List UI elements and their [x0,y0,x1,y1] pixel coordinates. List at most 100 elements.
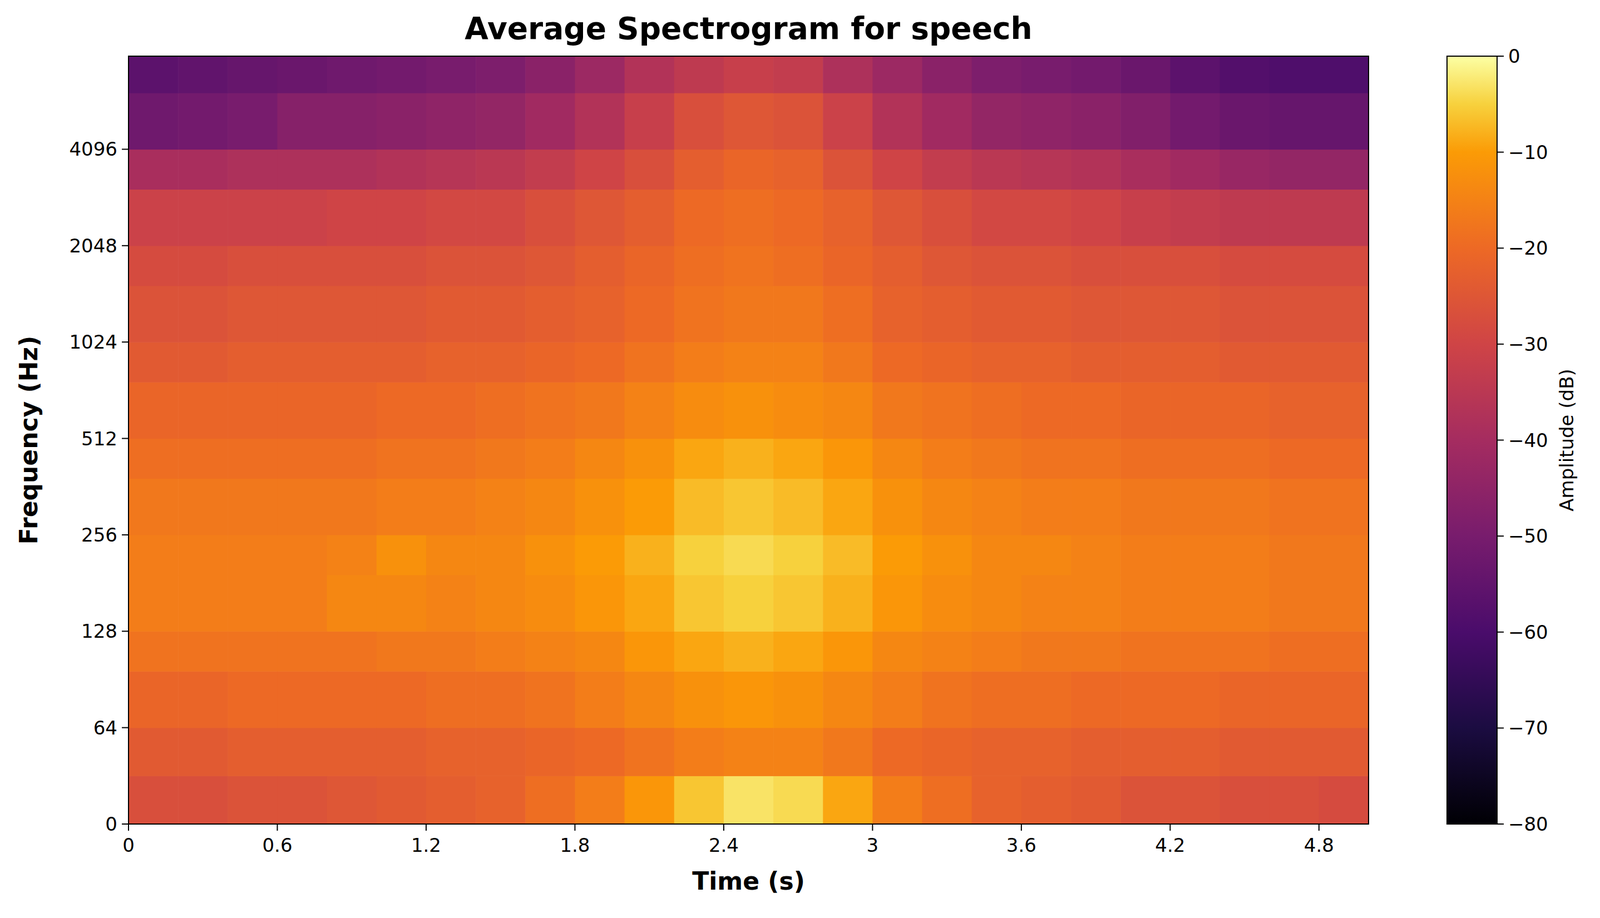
cell [574,631,625,673]
cell [723,285,774,343]
cell [1319,438,1369,480]
cell [277,285,328,343]
cell [277,535,328,576]
x-axis-label: Time (s) [692,867,806,896]
cell [1269,728,1320,777]
cell [525,189,576,246]
cell [1220,728,1271,777]
cell [128,671,179,729]
title: Average Spectrogram for speech [464,10,1032,47]
cell [773,671,824,729]
x-tick [574,824,576,832]
cell [277,575,328,632]
cell [674,342,725,383]
cell [227,56,278,94]
cell [971,535,1022,576]
cell [723,535,774,576]
cell [1070,438,1122,480]
cell [227,189,278,246]
colorbar-tick-label: −70 [1508,717,1549,740]
cell [922,575,973,632]
cell [327,189,378,246]
cell [1319,776,1369,825]
cell [1220,92,1271,150]
cell [872,382,923,439]
cell [1120,728,1171,777]
cell [525,92,576,150]
colorbar-label: Amplitude (dB) [1555,368,1578,512]
cell [1070,342,1122,383]
cell [674,285,725,343]
cell [1220,245,1271,287]
cell [128,535,179,576]
cell [1319,478,1369,536]
cell [574,189,625,246]
cell [723,382,774,439]
cell [574,478,625,536]
cell [822,575,873,632]
cell [773,189,824,246]
cell [624,149,675,190]
cell [426,149,477,190]
cell [723,478,774,536]
cell [872,776,923,825]
x-tick-label: 2.4 [708,834,739,857]
cell [475,478,526,536]
cell [574,728,625,777]
cell [128,478,179,536]
cell [178,478,229,536]
cell [624,382,675,439]
cell [723,671,774,729]
cell [128,342,179,383]
cell [376,478,427,536]
cell [525,382,576,439]
cell [574,285,625,343]
cell [1269,671,1320,729]
y-tick [121,727,129,729]
cell [674,382,725,439]
colorbar-tick-label: 0 [1508,45,1521,68]
cell [1070,382,1122,439]
cell [872,285,923,343]
x-tick [1020,824,1022,832]
cell [1021,56,1072,94]
cell [872,438,923,480]
cell [1319,535,1369,576]
cell [1021,776,1072,825]
cell [277,776,328,825]
cell [1021,189,1072,246]
cells [128,56,1369,825]
cell [327,671,378,729]
cell [773,92,824,150]
cell [1269,478,1320,536]
cell [1070,245,1122,287]
cell [475,382,526,439]
cell [1169,285,1221,343]
cell [1070,631,1122,673]
cell [971,149,1022,190]
cell [227,285,278,343]
cell [1319,56,1369,94]
cell [178,285,229,343]
cell [1169,92,1221,150]
cell [178,382,229,439]
cell [624,728,675,777]
cell [128,438,179,480]
cell [1319,382,1369,439]
cell [971,189,1022,246]
colorbar-tick [1497,535,1504,537]
cell [1220,56,1271,94]
cell [723,776,774,825]
cell [574,92,625,150]
cell [525,149,576,190]
cell [624,535,675,576]
cell [128,728,179,777]
cell [277,245,328,287]
cell [1070,575,1122,632]
cell [922,285,973,343]
cell [872,671,923,729]
cell [227,342,278,383]
cell [227,438,278,480]
cell [773,535,824,576]
cell [674,535,725,576]
